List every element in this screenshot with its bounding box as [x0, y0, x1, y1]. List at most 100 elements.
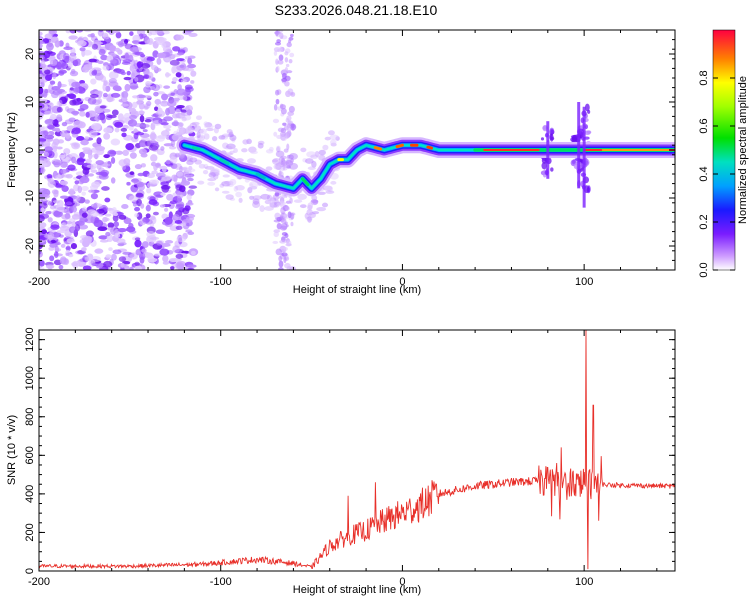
spectrum-blob [49, 243, 58, 248]
spectrum-blob [140, 137, 151, 141]
spectrum-blob [176, 235, 187, 242]
spectrum-blob [136, 99, 142, 106]
spectrum-blob [118, 214, 127, 220]
spectrum-blob [134, 51, 144, 56]
spectrum-blob [260, 193, 271, 200]
spectrum-blob [103, 132, 111, 140]
spectrum-blob [141, 241, 149, 249]
spectrum-blob [99, 105, 107, 109]
spectrum-blob [44, 146, 53, 153]
spectrum-blob [229, 178, 237, 186]
spectrum-blob [90, 93, 99, 99]
spectrum-blob [44, 118, 55, 125]
ridge-peak-segment [373, 146, 383, 151]
spectrum-blob [71, 156, 77, 164]
spectrum-blob [42, 92, 48, 98]
spectrum-blob [173, 119, 179, 127]
spectrum-blob [278, 267, 284, 270]
spectrum-blob [55, 205, 65, 212]
spectrum-blob [59, 180, 68, 186]
spectrum-blob [139, 115, 145, 123]
spectrum-blob [321, 202, 329, 208]
spectrum-blob [272, 240, 279, 245]
spectrum-blob [142, 129, 148, 133]
spectrum-blob [156, 30, 164, 35]
spectrum-blob [169, 59, 180, 66]
spectrum-blob [145, 80, 151, 88]
spectrogram-scatter [39, 30, 592, 270]
spectrogram-ridge [176, 102, 675, 208]
bottom-x-axis: -200 -100 0 100 [28, 330, 658, 588]
spectrum-blob [129, 152, 137, 159]
spectrum-blob [48, 30, 58, 35]
top-x-tick-label: 0 [399, 276, 405, 288]
spectrum-blob [61, 213, 71, 220]
spectrum-blob [59, 225, 70, 232]
spectrum-blob [79, 47, 86, 52]
spectrum-blob [218, 135, 226, 140]
spectrum-blob [207, 178, 217, 182]
spectrum-blob [44, 69, 51, 75]
spectrum-blob [113, 212, 119, 217]
spectrum-blob [98, 48, 106, 56]
spectrum-blob [67, 60, 72, 69]
spectrum-blob [61, 121, 68, 127]
spectrum-blob [163, 207, 169, 212]
spectrum-blob [145, 204, 151, 212]
spectrum-blob [93, 41, 104, 45]
spectrum-blob [229, 134, 237, 141]
spectrum-blob [47, 177, 54, 183]
colorbar-tick-label: 0.6 [698, 118, 710, 133]
spectrum-blob [71, 127, 81, 135]
snr-panel: -200 -100 0 100 0 200 400 600 800 1000 1200 Heigh… [6, 327, 676, 596]
spectrum-blob [242, 139, 249, 145]
spectrum-blob [137, 61, 142, 69]
spectrum-blob [108, 247, 113, 251]
spectrum-blob [115, 31, 122, 39]
spectrum-blob [169, 155, 178, 164]
spectrum-blob [115, 238, 126, 244]
spectrum-blob [91, 256, 101, 263]
spectrum-blob [154, 106, 159, 111]
bottom-y-axis-label: SNR (10 * v/v) [6, 415, 18, 485]
spectrum-blob [318, 154, 326, 161]
spectrum-blob [43, 158, 51, 162]
spectrum-blob [84, 256, 92, 262]
spectrum-blob [84, 30, 92, 33]
spectrum-blob [135, 192, 144, 198]
spectrum-blob [275, 58, 279, 66]
spectrum-blob [89, 129, 98, 138]
spectrum-blob [103, 260, 113, 268]
spectrum-blob [114, 127, 120, 133]
spectrum-blob [202, 169, 209, 175]
spectrum-blob [147, 182, 152, 188]
spectrum-blob [203, 121, 209, 126]
spectrum-blob [76, 30, 84, 33]
spectrum-blob [207, 181, 216, 186]
spectrum-blob [39, 86, 44, 95]
spectrum-blob [102, 65, 110, 71]
spectrum-blob [40, 166, 45, 175]
spectrum-blob [46, 174, 53, 179]
spectrum-blob [276, 202, 283, 207]
spectrum-blob [90, 169, 98, 173]
spectrum-blob [56, 106, 63, 113]
spectrum-blob [121, 132, 127, 138]
spectrum-blob [69, 99, 77, 106]
spectrum-blob [109, 45, 117, 53]
spectrum-blob [273, 131, 278, 137]
bottom-y-tick-label: 600 [24, 446, 36, 464]
spectrum-blob [90, 193, 98, 200]
spectrum-blob [281, 72, 287, 80]
spectrum-blob [185, 104, 194, 112]
spectrum-blob [111, 109, 119, 116]
spectrum-blob [265, 166, 273, 171]
spectrum-blob [96, 137, 102, 145]
spectrum-blob [272, 159, 278, 163]
spectrum-blob [208, 172, 216, 178]
spectrum-blob [39, 102, 45, 110]
spectrum-blob [164, 217, 173, 225]
spectrum-blob [285, 63, 290, 68]
spectrum-blob [317, 191, 326, 195]
